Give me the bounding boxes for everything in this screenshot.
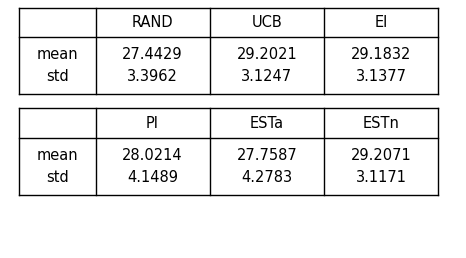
Text: 27.4429
3.3962: 27.4429 3.3962	[122, 47, 183, 84]
Text: mean
std: mean std	[36, 47, 78, 84]
Text: mean
std: mean std	[36, 148, 78, 185]
Text: ESTa: ESTa	[250, 116, 284, 131]
Text: 29.2021
3.1247: 29.2021 3.1247	[236, 47, 297, 84]
Text: PI: PI	[146, 116, 159, 131]
Text: UCB: UCB	[252, 15, 282, 30]
Text: 29.1832
3.1377: 29.1832 3.1377	[351, 47, 411, 84]
Text: ESTn: ESTn	[363, 116, 399, 131]
Text: EI: EI	[374, 15, 388, 30]
Text: RAND: RAND	[132, 15, 173, 30]
Text: 27.7587
4.2783: 27.7587 4.2783	[236, 148, 297, 185]
Text: 28.0214
4.1489: 28.0214 4.1489	[122, 148, 183, 185]
Text: 29.2071
3.1171: 29.2071 3.1171	[350, 148, 411, 185]
